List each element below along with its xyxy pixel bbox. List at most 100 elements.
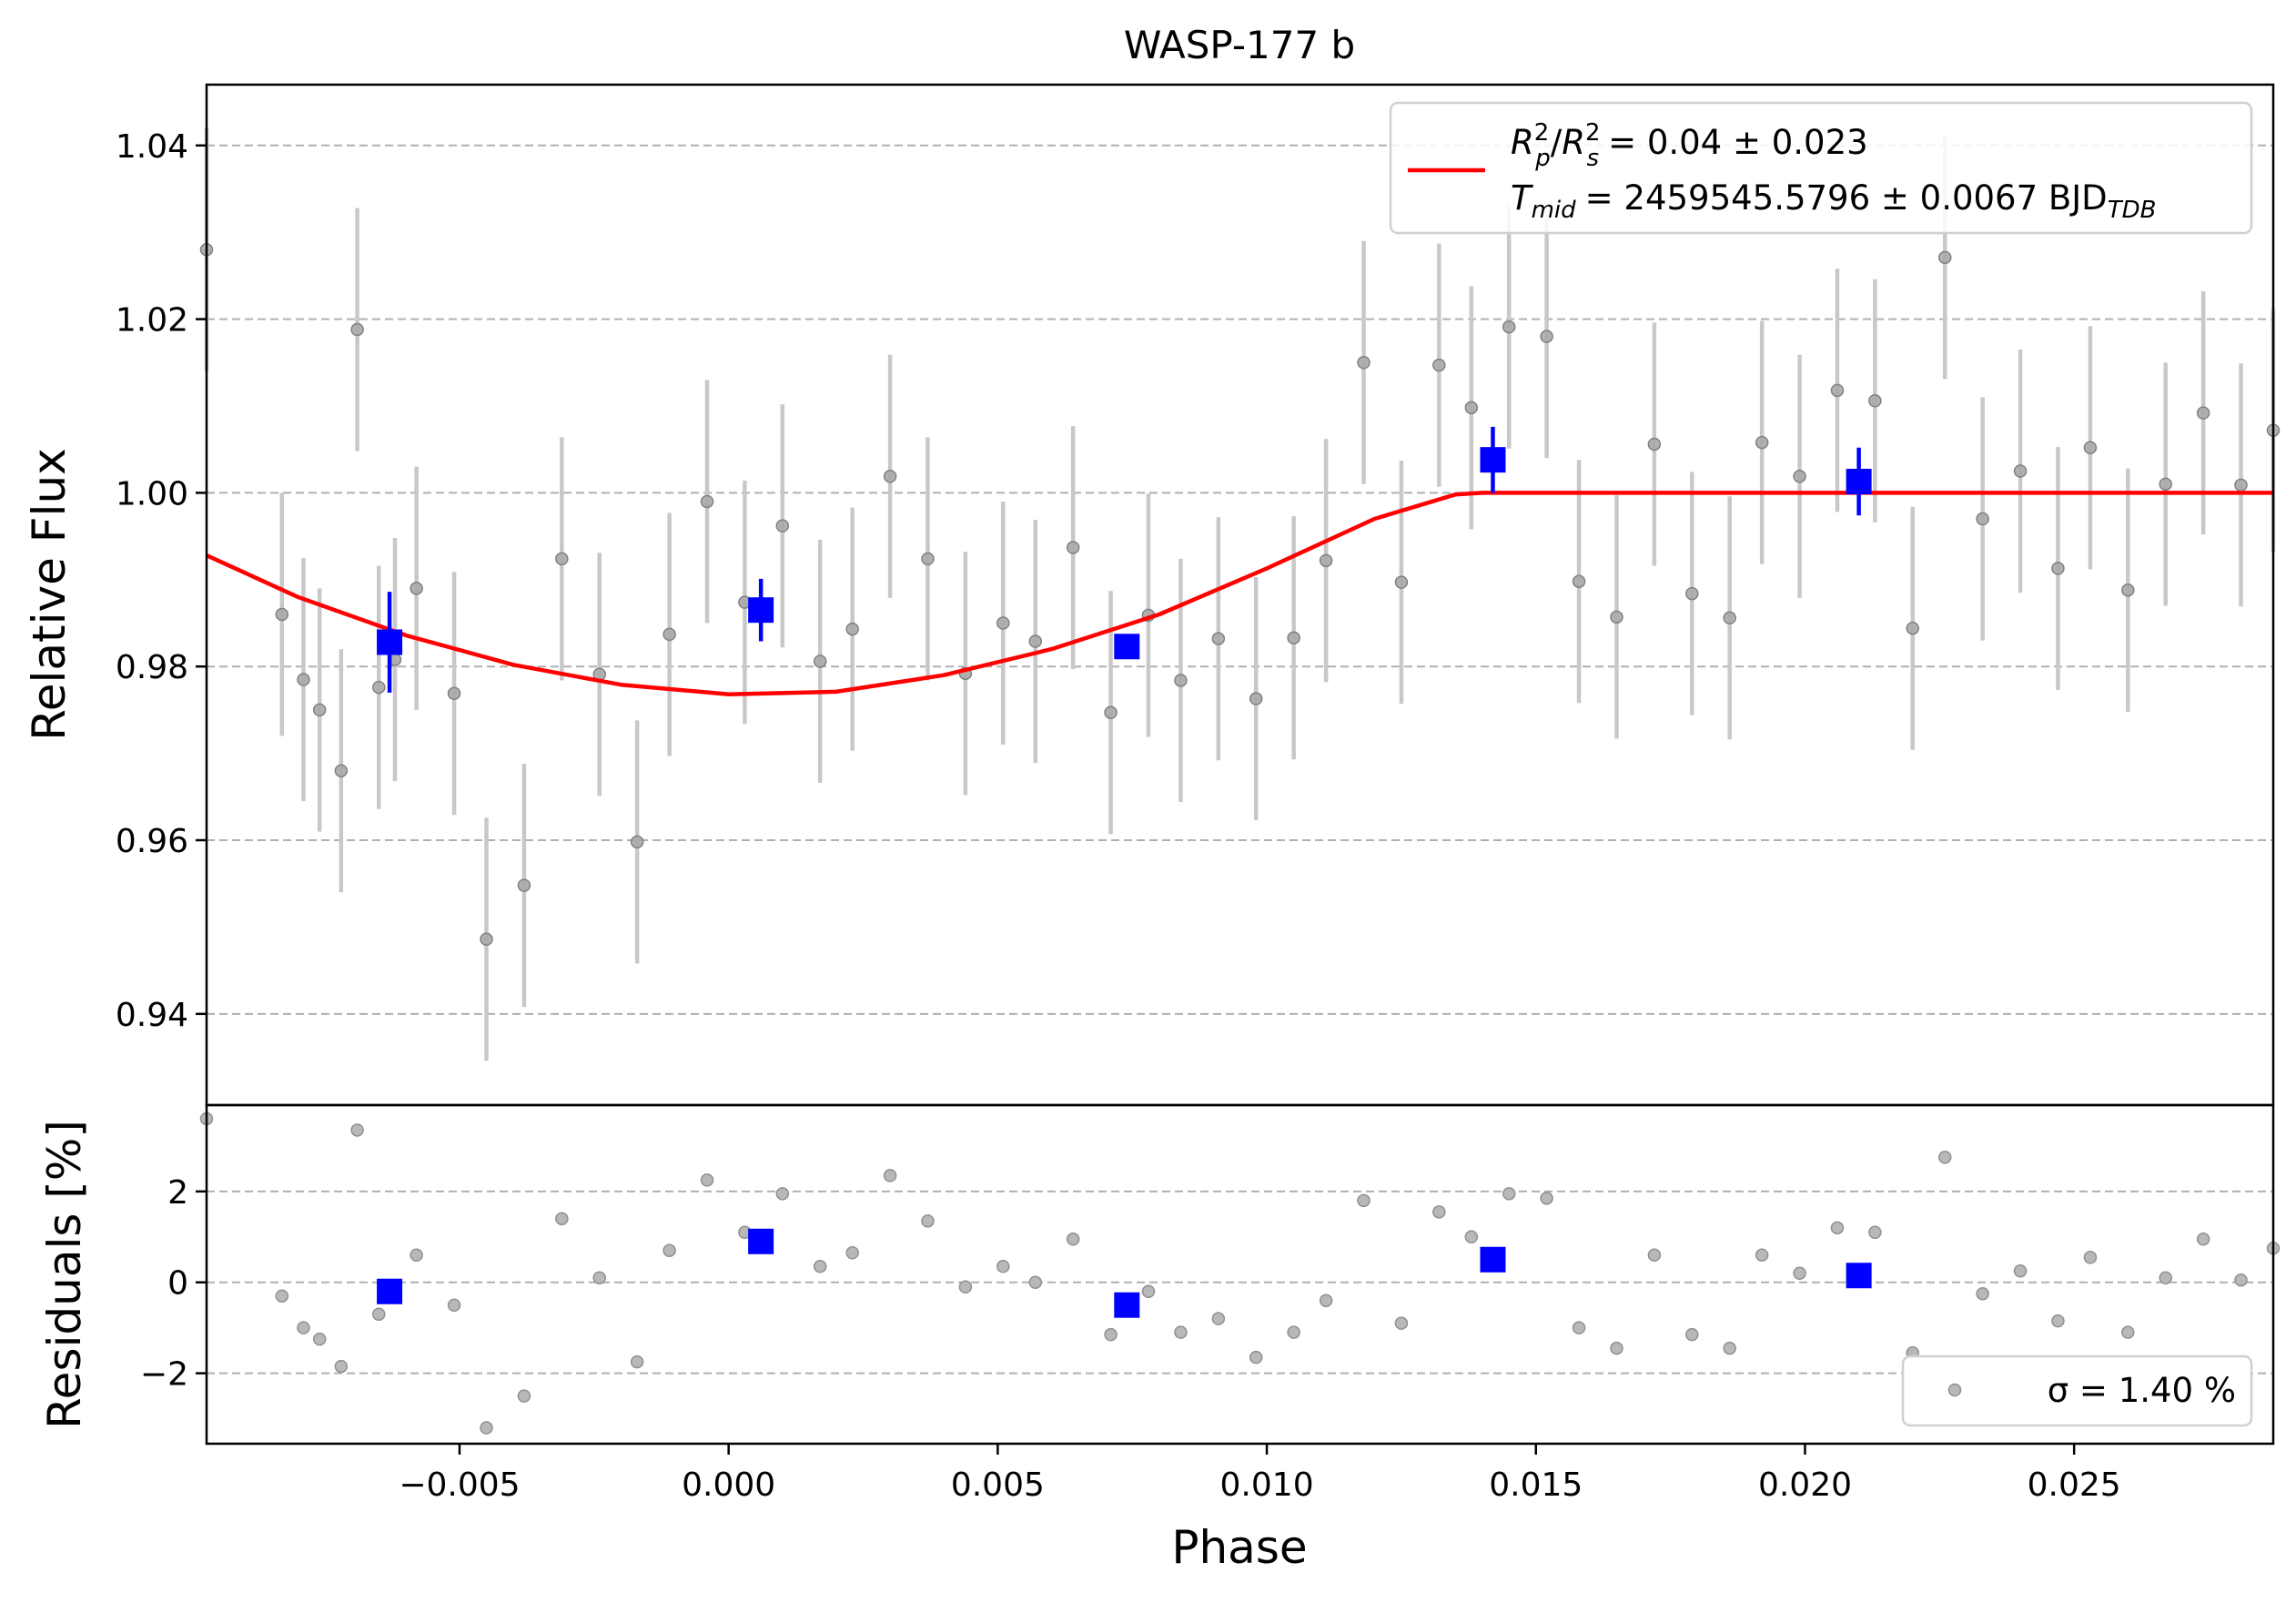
main-y-tick-label: 1.02 [116,302,188,340]
raw-flux-point [2159,477,2172,492]
main-y-tick-label: 0.98 [116,649,188,686]
residual-legend: σ = 1.40 % [1901,1354,2253,1427]
raw-flux-point [1610,610,1623,624]
raw-flux-point [1755,435,1769,450]
residual-point [1572,1321,1586,1334]
residual-point [517,1389,531,1403]
binned-flux-point [748,597,774,624]
residual-point [1394,1316,1409,1330]
residual-point [1723,1341,1736,1355]
residual-legend-box [1901,1354,2253,1427]
x-tick-label: 0.015 [1489,1466,1583,1504]
main-y-tick-label: 1.00 [116,475,188,512]
main-y-tick-label: 1.04 [116,128,188,166]
raw-flux-point [1647,437,1662,451]
x-tick-label: 0.020 [1758,1466,1852,1504]
raw-flux-point [1540,330,1553,343]
x-tick-label: 0.025 [2028,1466,2121,1504]
x-axis-label: Phase [1171,1521,1307,1574]
x-tick-label: 0.010 [1220,1466,1314,1504]
residual-point [630,1354,644,1369]
residual-point [480,1421,493,1435]
raw-flux-point [630,835,644,849]
raw-flux-point [2121,583,2135,597]
raw-flux-point [2196,406,2210,420]
raw-flux-point [1104,705,1118,720]
main-panel: 0.94 0.96 0.98 1.00 1.02 1.04 Relative Flux R… [23,83,2281,1107]
raw-flux-point [883,470,897,483]
raw-flux-point [663,627,676,642]
raw-flux-point [996,616,1010,630]
residual-point [1502,1187,1516,1201]
main-legend: R2 p/R2 s = 0.04 ± 0.023 Tmid = 2459545.5796… [1389,101,2253,235]
residual-point [775,1187,790,1201]
binned-flux-point [377,629,403,655]
residual-point [1976,1286,1989,1301]
raw-flux-point [312,703,327,717]
residual-point [1685,1327,1699,1342]
binned-residual-point [377,1278,403,1304]
residual-y-axis-label: Residuals [%] [38,1120,91,1429]
raw-flux-point [1793,470,1806,483]
raw-flux-point [1937,250,1952,265]
raw-flux-point [700,494,714,509]
residual-point [921,1214,935,1228]
raw-flux-point [1028,634,1043,648]
raw-flux-point [1868,394,1882,408]
residual-point [1830,1221,1845,1235]
main-raw-points [199,243,2281,947]
raw-flux-point [1211,632,1226,645]
x-tick-label: 0.000 [682,1466,775,1504]
residual-raw-points [199,1111,2281,1435]
residual-point [700,1173,714,1187]
binned-flux-point [1480,447,1506,473]
residual-point [2234,1273,2248,1287]
raw-flux-point [1432,358,1446,372]
residual-point [592,1271,606,1284]
residual-point [1319,1294,1333,1307]
raw-flux-point [334,764,349,777]
residual-point [555,1212,569,1226]
binned-flux-point [1846,468,1872,494]
raw-flux-point [275,607,289,622]
raw-flux-point [1685,586,1699,601]
legend-tmid-entry: Tmid = 2459545.5796 ± 0.0067 BJDTDB [1511,178,2156,224]
residual-point [1357,1193,1371,1208]
residual-point [1755,1248,1769,1263]
raw-flux-point [2051,562,2065,575]
residual-point [350,1123,364,1137]
residual-y-tick-label: 2 [167,1174,188,1212]
raw-flux-point [1572,574,1586,588]
main-y-axis-label: Relative Flux [23,448,76,740]
residual-point [2121,1325,2135,1339]
residual-y-tick-label: −2 [140,1356,188,1394]
residual-point [372,1307,386,1321]
binned-flux-point [1114,634,1140,660]
raw-flux-point [350,322,364,337]
residual-binned-points [377,1228,1872,1318]
residual-point [2196,1233,2210,1246]
residual-point [1610,1341,1623,1355]
raw-flux-point [447,686,461,701]
residual-plot-frame [205,1103,2275,1446]
residual-point [1937,1151,1952,1164]
raw-flux-point [1249,692,1263,705]
residual-point [813,1260,827,1273]
main-binned-points [377,426,1872,693]
x-tick-label: 0.005 [951,1466,1045,1504]
raw-flux-point [1357,356,1371,370]
residual-point [1104,1327,1118,1342]
residual-point [312,1332,327,1346]
residual-point [1793,1266,1806,1281]
residual-point [1174,1325,1188,1339]
residual-point [334,1359,349,1374]
residual-point [1028,1275,1043,1289]
residual-point [2013,1264,2028,1278]
raw-flux-point [1830,383,1845,398]
raw-flux-point [845,622,859,636]
residual-point [996,1260,1010,1273]
residual-x-ticks: −0.005 0.000 0.005 0.010 0.015 0.020 0.025 [399,1444,2121,1504]
binned-residual-point [1114,1292,1140,1318]
raw-flux-point [555,552,569,566]
residual-point [1066,1233,1080,1246]
